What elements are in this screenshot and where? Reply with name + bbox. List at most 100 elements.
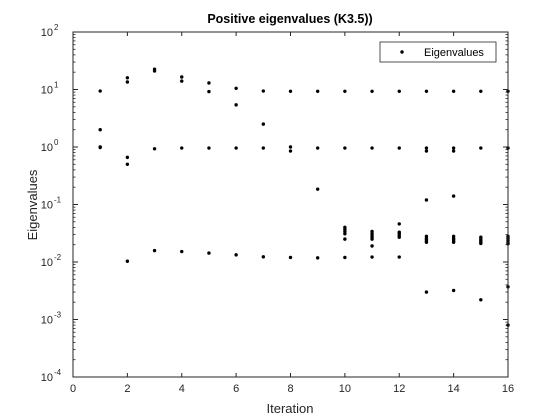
y-axis-label: Eigenvalues: [25, 169, 40, 240]
x-tick-label: 8: [287, 383, 293, 395]
data-point: [424, 290, 429, 294]
data-point: [207, 81, 211, 85]
data-point: [451, 240, 456, 245]
data-point: [424, 198, 429, 202]
y-tick-label: 10: [41, 257, 53, 269]
data-point: [397, 235, 401, 239]
data-point: [315, 256, 320, 260]
x-tick-label: 0: [70, 383, 76, 395]
legend-entry-eigenvalues: Eigenvalues: [424, 47, 484, 59]
data-point: [288, 255, 293, 260]
data-point: [451, 149, 456, 153]
data-point: [479, 298, 483, 302]
data-point: [424, 240, 429, 245]
y-tick-exponent: -4: [54, 368, 62, 377]
data-point: [152, 69, 157, 73]
data-point: [207, 251, 211, 255]
y-tick-exponent: -2: [54, 253, 62, 262]
data-point: [125, 162, 130, 167]
data-point: [451, 194, 456, 198]
data-point: [397, 255, 401, 259]
data-point: [479, 146, 483, 150]
data-point: [315, 89, 320, 94]
data-point: [207, 89, 211, 94]
data-point: [479, 241, 483, 246]
data-point: [125, 155, 130, 160]
data-point: [152, 147, 157, 151]
x-tick-label: 12: [393, 383, 405, 395]
y-tick-label: 10: [41, 142, 53, 154]
plot-area: [73, 32, 508, 377]
chart-title: Positive eigenvalues (K3.5)): [207, 12, 372, 26]
data-point: [479, 89, 483, 94]
data-point: [234, 86, 238, 90]
data-point: [370, 89, 374, 94]
plot-frame: [72, 31, 509, 378]
data-point: [343, 237, 347, 241]
data-point: [370, 244, 374, 248]
data-point: [125, 259, 130, 263]
legend-box: [379, 41, 497, 63]
y-tick-label: 10: [41, 27, 53, 39]
y-tick-exponent: 1: [54, 81, 59, 90]
data-point: [315, 146, 320, 150]
data-point: [125, 80, 130, 84]
data-point: [451, 288, 456, 293]
x-tick-label: 10: [339, 383, 351, 395]
x-tick-label: 16: [502, 383, 514, 395]
data-point: [98, 127, 102, 132]
data-point: [261, 146, 266, 150]
legend-marker: [400, 50, 404, 54]
y-tick-label: 10: [41, 200, 53, 212]
data-point: [370, 237, 374, 241]
x-tick-label: 2: [124, 383, 130, 395]
data-point: [261, 122, 266, 126]
data-point: [261, 255, 266, 259]
data-point: [343, 255, 347, 260]
legend: Eigenvalues: [379, 41, 497, 63]
data-point: [451, 146, 456, 150]
y-tick-label: 10: [41, 85, 53, 97]
x-tick-label: 14: [448, 383, 460, 395]
data-point: [288, 145, 293, 149]
data-point: [234, 253, 238, 257]
data-point: [125, 76, 130, 80]
data-point: [343, 232, 347, 236]
data-point: [424, 89, 429, 94]
data-point: [397, 89, 401, 94]
data-point: [288, 149, 293, 153]
data-point: [397, 146, 401, 150]
data-point: [343, 146, 347, 150]
y-tick-label: 10: [41, 315, 53, 327]
y-tick-exponent: -3: [54, 311, 62, 320]
data-point: [207, 146, 211, 150]
data-point: [180, 79, 184, 83]
data-point: [98, 145, 102, 150]
data-point: [451, 89, 456, 94]
x-tick-label: 6: [233, 383, 239, 395]
data-point: [152, 248, 157, 253]
data-point: [343, 89, 347, 94]
data-point: [424, 146, 429, 150]
data-point: [180, 249, 184, 254]
data-point: [234, 146, 238, 150]
data-point: [180, 75, 184, 79]
x-tick-label: 4: [179, 383, 185, 395]
data-point: [370, 255, 374, 259]
data-point: [234, 103, 238, 107]
data-point: [180, 146, 184, 150]
data-point: [370, 146, 374, 150]
data-point: [397, 222, 401, 226]
y-tick-exponent: -1: [54, 196, 62, 205]
data-point: [424, 149, 429, 153]
x-axis-label: Iteration: [267, 401, 314, 416]
data-point: [261, 89, 266, 93]
data-point: [315, 187, 320, 191]
data-point: [288, 89, 293, 94]
data-point: [98, 89, 102, 93]
y-tick-exponent: 2: [54, 23, 59, 32]
y-tick-label: 10: [41, 372, 53, 384]
y-tick-exponent: 0: [54, 138, 59, 147]
